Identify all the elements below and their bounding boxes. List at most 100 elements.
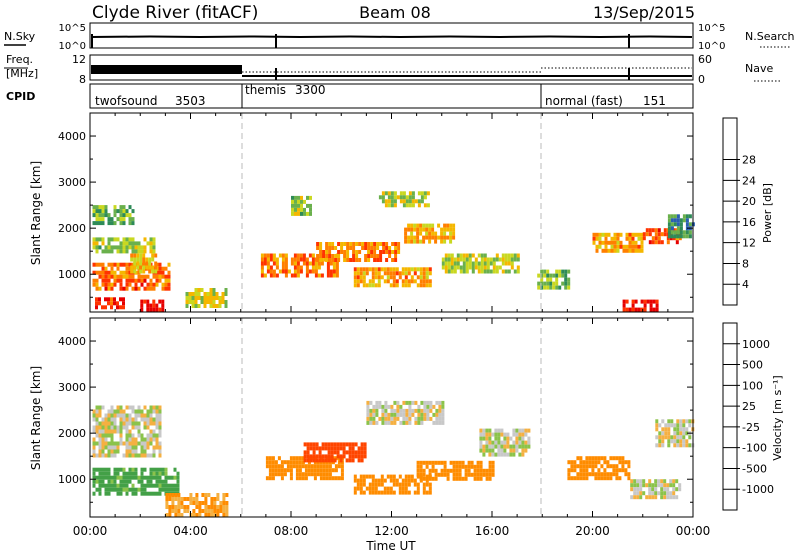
vel-cell [92, 417, 96, 422]
vel-cell [384, 416, 388, 421]
nsky-strip: N.Sky 10^5 10^0 10^5 10^0 N.Search [4, 22, 795, 52]
vel-cell [101, 429, 105, 434]
vel-cell [345, 442, 349, 447]
power-cell [130, 253, 134, 258]
vel-cell [155, 471, 159, 476]
power-cell [326, 269, 330, 274]
vel-cell [428, 490, 432, 495]
power-cell [140, 303, 144, 308]
vel-cell [131, 453, 135, 458]
vel-cell [125, 471, 129, 476]
power-cell [136, 265, 140, 270]
power-cell [431, 223, 435, 228]
vel-cell [357, 458, 361, 463]
power-cell [407, 239, 411, 244]
vel-cell [582, 464, 586, 469]
vel-cell [600, 476, 604, 481]
vel-cell [416, 464, 420, 469]
vel-cell [213, 513, 217, 517]
power-cell [398, 271, 402, 276]
vel-cell [268, 476, 272, 481]
power-cell [104, 297, 107, 302]
vel-cell [134, 441, 138, 446]
power-cell [146, 307, 150, 312]
vel-cell [95, 429, 99, 434]
power-cell [654, 240, 658, 245]
vel-cell [312, 450, 316, 455]
power-cell [428, 239, 432, 244]
vel-cell [585, 468, 589, 473]
power-cell [379, 258, 383, 262]
vel-cell [594, 476, 598, 481]
power-cell [679, 218, 683, 223]
power-cell [546, 277, 550, 282]
vel-cell [676, 435, 680, 440]
power-cell [203, 300, 207, 304]
vel-cell [204, 493, 208, 497]
power-cell [631, 299, 635, 304]
power-cell [275, 273, 279, 278]
vel-cell [125, 449, 129, 454]
power-cell [613, 232, 617, 237]
vel-cell [155, 437, 159, 442]
power-cell [325, 258, 329, 262]
vel-cell [318, 446, 322, 451]
vel-cell [383, 486, 387, 491]
vel-cell [658, 435, 662, 440]
vel-cell [392, 474, 396, 479]
vel-cell [271, 464, 275, 469]
vel-cell [360, 450, 364, 455]
power-cell [419, 279, 423, 284]
vel-cell [655, 435, 659, 440]
power-cell [119, 274, 123, 279]
vel-cell [158, 467, 162, 472]
vel-cell [657, 491, 661, 496]
power-cell [440, 231, 444, 236]
power-cell [343, 250, 347, 254]
vel-cell [143, 491, 147, 496]
power-cell [164, 274, 168, 279]
vel-cell [268, 456, 272, 461]
vel-cell [113, 417, 117, 422]
vel-cell [660, 483, 664, 488]
vel-cell [165, 497, 169, 501]
vel-cell [359, 478, 363, 483]
power-cell [104, 249, 108, 254]
vel-cell [651, 487, 655, 492]
vel-cell [401, 478, 405, 483]
vel-cell [339, 442, 343, 447]
power-cell [334, 246, 338, 250]
vel-cell [342, 446, 346, 451]
vel-cell [497, 436, 501, 441]
vel-cell [673, 423, 677, 428]
power-cell [101, 274, 105, 279]
power-cell [402, 203, 406, 208]
vel-cell [198, 505, 202, 509]
power-cell [331, 242, 335, 246]
vel-cell [177, 509, 181, 513]
vel-cell [306, 458, 310, 463]
vel-cell [116, 487, 120, 492]
vel-cell [594, 464, 598, 469]
power-cell [537, 273, 541, 278]
vel-cell [369, 400, 373, 405]
power-cell [411, 191, 415, 196]
power-cell [434, 239, 438, 244]
power-cell [462, 261, 466, 266]
vel-cell [582, 460, 586, 465]
velocity-colorbar-tick-label: 1000 [742, 338, 770, 351]
vel-cell [494, 452, 498, 457]
power-cell [356, 283, 360, 288]
vel-cell [216, 505, 220, 509]
vel-cell [92, 453, 96, 458]
vel-cell [140, 475, 144, 480]
vel-cell [648, 483, 652, 488]
vel-cell [491, 448, 495, 453]
power-cell [320, 273, 324, 278]
vel-cell [633, 491, 637, 496]
power-cell [422, 275, 426, 280]
vel-cell [618, 468, 622, 473]
vel-cell [98, 425, 102, 430]
power-cell [131, 221, 135, 226]
power-cell [450, 269, 454, 274]
